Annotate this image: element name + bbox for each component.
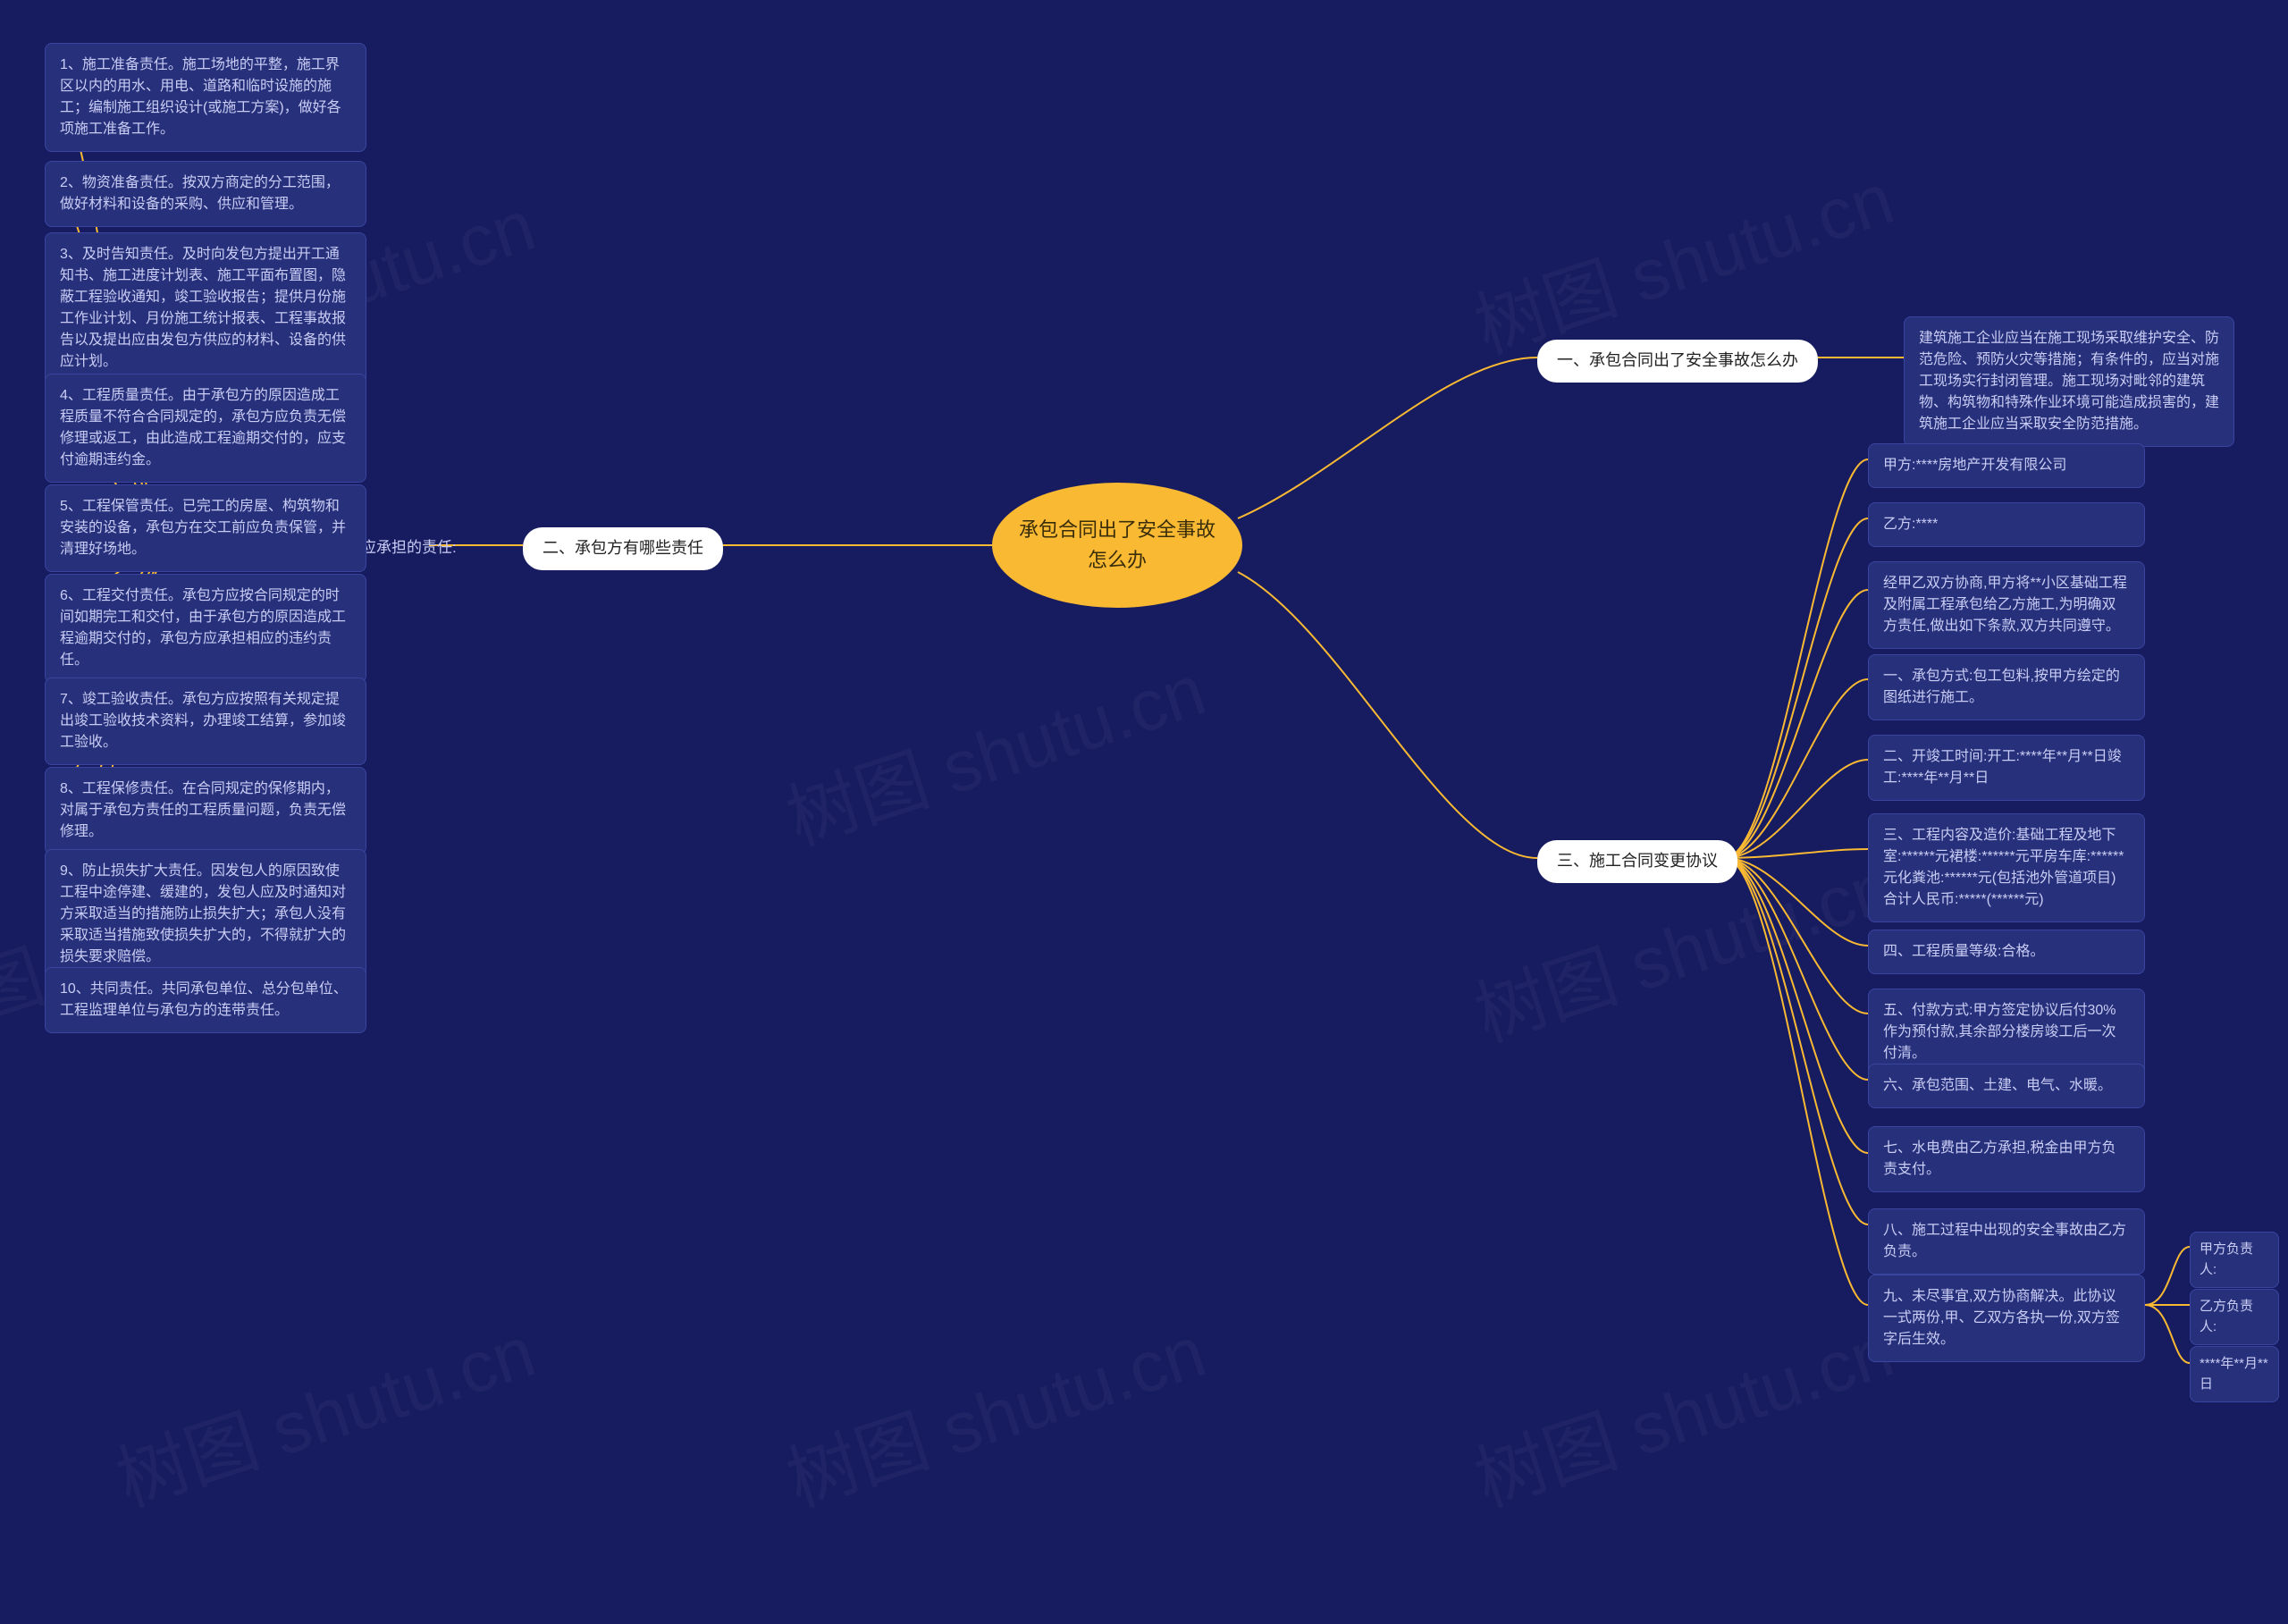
b3-leaf-11: 八、施工过程中出现的安全事故由乙方负责。 bbox=[1868, 1208, 2145, 1275]
b3-sig-1-text: 甲方负责人: bbox=[2200, 1241, 2253, 1277]
b3-leaf-9: 六、承包范围、土建、电气、水暖。 bbox=[1868, 1064, 2145, 1108]
b3-leaf-6-text: 三、工程内容及造价:基础工程及地下室:******元裙楼:******元平房车库… bbox=[1883, 828, 2124, 907]
b2-leaf-9: 9、防止损失扩大责任。因发包人的原因致使工程中途停建、缓建的，发包人应及时通知对… bbox=[45, 849, 366, 980]
b2-leaf-4: 4、工程质量责任。由于承包方的原因造成工程质量不符合合同规定的，承包方应负责无偿… bbox=[45, 374, 366, 483]
b3-sig-2-text: 乙方负责人: bbox=[2200, 1299, 2253, 1334]
b3-leaf-2: 乙方:**** bbox=[1868, 502, 2145, 547]
b3-sig-2: 乙方负责人: bbox=[2190, 1289, 2279, 1345]
b3-sig-1: 甲方负责人: bbox=[2190, 1232, 2279, 1288]
b3-leaf-4-text: 一、承包方式:包工包料,按甲方绘定的图纸进行施工。 bbox=[1883, 669, 2120, 705]
root-text: 承包合同出了安全事故怎么办 bbox=[1010, 515, 1224, 576]
b2-leaf-10: 10、共同责任。共同承包单位、总分包单位、工程监理单位与承包方的连带责任。 bbox=[45, 967, 366, 1033]
b2-leaf-7-text: 7、竣工验收责任。承包方应按照有关规定提出竣工验收技术资料，办理竣工结算，参加竣… bbox=[60, 692, 346, 750]
b2-leaf-2: 2、物资准备责任。按双方商定的分工范围，做好材料和设备的采购、供应和管理。 bbox=[45, 161, 366, 227]
branch-1: 一、承包合同出了安全事故怎么办 bbox=[1537, 340, 1818, 383]
b3-leaf-6: 三、工程内容及造价:基础工程及地下室:******元裙楼:******元平房车库… bbox=[1868, 813, 2145, 922]
b3-leaf-1-text: 甲方:****房地产开发有限公司 bbox=[1883, 458, 2066, 473]
b3-leaf-5: 二、开竣工时间:开工:****年**月**日竣工:****年**月**日 bbox=[1868, 735, 2145, 801]
b3-sig-3-text: ****年**月**日 bbox=[2200, 1356, 2268, 1392]
branch-3-title: 三、施工合同变更协议 bbox=[1557, 852, 1718, 870]
b3-leaf-5-text: 二、开竣工时间:开工:****年**月**日竣工:****年**月**日 bbox=[1883, 749, 2122, 786]
b3-leaf-2-text: 乙方:**** bbox=[1883, 517, 1938, 532]
branch-1-title: 一、承包合同出了安全事故怎么办 bbox=[1557, 351, 1798, 369]
b2-leaf-4-text: 4、工程质量责任。由于承包方的原因造成工程质量不符合合同规定的，承包方应负责无偿… bbox=[60, 388, 346, 467]
b3-leaf-3-text: 经甲乙双方协商,甲方将**小区基础工程及附属工程承包给乙方施工,为明确双方责任,… bbox=[1883, 576, 2127, 634]
b2-leaf-5: 5、工程保管责任。已完工的房屋、构筑物和安装的设备，承包方在交工前应负责保管，并… bbox=[45, 484, 366, 572]
branch-3: 三、施工合同变更协议 bbox=[1537, 840, 1737, 883]
b3-leaf-10: 七、水电费由乙方承担,税金由甲方负责支付。 bbox=[1868, 1126, 2145, 1192]
b3-leaf-4: 一、承包方式:包工包料,按甲方绘定的图纸进行施工。 bbox=[1868, 654, 2145, 720]
b2-leaf-1-text: 1、施工准备责任。施工场地的平整，施工界区以内的用水、用电、道路和临时设施的施工… bbox=[60, 57, 341, 137]
b2-leaf-5-text: 5、工程保管责任。已完工的房屋、构筑物和安装的设备，承包方在交工前应负责保管，并… bbox=[60, 499, 346, 557]
watermark: 树图 shutu.cn bbox=[1460, 1294, 1905, 1527]
watermark: 树图 shutu.cn bbox=[772, 1294, 1216, 1527]
b3-leaf-7-text: 四、工程质量等级:合格。 bbox=[1883, 944, 2044, 959]
b2-leaf-6-text: 6、工程交付责任。承包方应按合同规定的时间如期完工和交付，由于承包方的原因造成工… bbox=[60, 588, 346, 668]
b3-leaf-11-text: 八、施工过程中出现的安全事故由乙方负责。 bbox=[1883, 1223, 2126, 1259]
branch-2-title: 二、承包方有哪些责任 bbox=[543, 539, 703, 557]
b3-leaf-1: 甲方:****房地产开发有限公司 bbox=[1868, 443, 2145, 488]
b3-leaf-8-text: 五、付款方式:甲方签定协议后付30%作为预付款,其余部分楼房竣工后一次付清。 bbox=[1883, 1003, 2116, 1061]
b3-leaf-10-text: 七、水电费由乙方承担,税金由甲方负责支付。 bbox=[1883, 1140, 2116, 1177]
b2-leaf-3: 3、及时告知责任。及时向发包方提出开工通知书、施工进度计划表、施工平面布置图，隐… bbox=[45, 232, 366, 384]
branch-2: 二、承包方有哪些责任 bbox=[523, 527, 723, 570]
b2-leaf-2-text: 2、物资准备责任。按双方商定的分工范围，做好材料和设备的采购、供应和管理。 bbox=[60, 175, 340, 212]
b2-leaf-8-text: 8、工程保修责任。在合同规定的保修期内，对属于承包方责任的工程质量问题，负责无偿… bbox=[60, 781, 346, 839]
branch-1-leaf: 建筑施工企业应当在施工现场采取维护安全、防范危险、预防火灾等措施；有条件的，应当… bbox=[1904, 316, 2234, 447]
b2-leaf-7: 7、竣工验收责任。承包方应按照有关规定提出竣工验收技术资料，办理竣工结算，参加竣… bbox=[45, 677, 366, 765]
b3-leaf-7: 四、工程质量等级:合格。 bbox=[1868, 930, 2145, 974]
b2-leaf-6: 6、工程交付责任。承包方应按合同规定的时间如期完工和交付，由于承包方的原因造成工… bbox=[45, 574, 366, 683]
b2-leaf-8: 8、工程保修责任。在合同规定的保修期内，对属于承包方责任的工程质量问题，负责无偿… bbox=[45, 767, 366, 854]
watermark: 树图 shutu.cn bbox=[772, 633, 1216, 865]
watermark: 树图 shutu.cn bbox=[102, 1294, 546, 1527]
b3-sig-3: ****年**月**日 bbox=[2190, 1346, 2279, 1402]
b2-leaf-1: 1、施工准备责任。施工场地的平整，施工界区以内的用水、用电、道路和临时设施的施工… bbox=[45, 43, 366, 152]
b3-leaf-12: 九、未尽事宜,双方协商解决。此协议一式两份,甲、乙双方各执一份,双方签字后生效。 bbox=[1868, 1275, 2145, 1362]
b2-leaf-3-text: 3、及时告知责任。及时向发包方提出开工通知书、施工进度计划表、施工平面布置图，隐… bbox=[60, 247, 346, 369]
root-node: 承包合同出了安全事故怎么办 bbox=[992, 483, 1242, 608]
b2-leaf-10-text: 10、共同责任。共同承包单位、总分包单位、工程监理单位与承包方的连带责任。 bbox=[60, 981, 348, 1018]
b3-leaf-3: 经甲乙双方协商,甲方将**小区基础工程及附属工程承包给乙方施工,为明确双方责任,… bbox=[1868, 561, 2145, 649]
b2-leaf-9-text: 9、防止损失扩大责任。因发包人的原因致使工程中途停建、缓建的，发包人应及时通知对… bbox=[60, 863, 346, 964]
b3-leaf-12-text: 九、未尽事宜,双方协商解决。此协议一式两份,甲、乙双方各执一份,双方签字后生效。 bbox=[1883, 1289, 2120, 1347]
branch-1-leaf-text: 建筑施工企业应当在施工现场采取维护安全、防范危险、预防火灾等措施；有条件的，应当… bbox=[1919, 331, 2219, 432]
b3-leaf-9-text: 六、承包范围、土建、电气、水暖。 bbox=[1883, 1078, 2112, 1093]
